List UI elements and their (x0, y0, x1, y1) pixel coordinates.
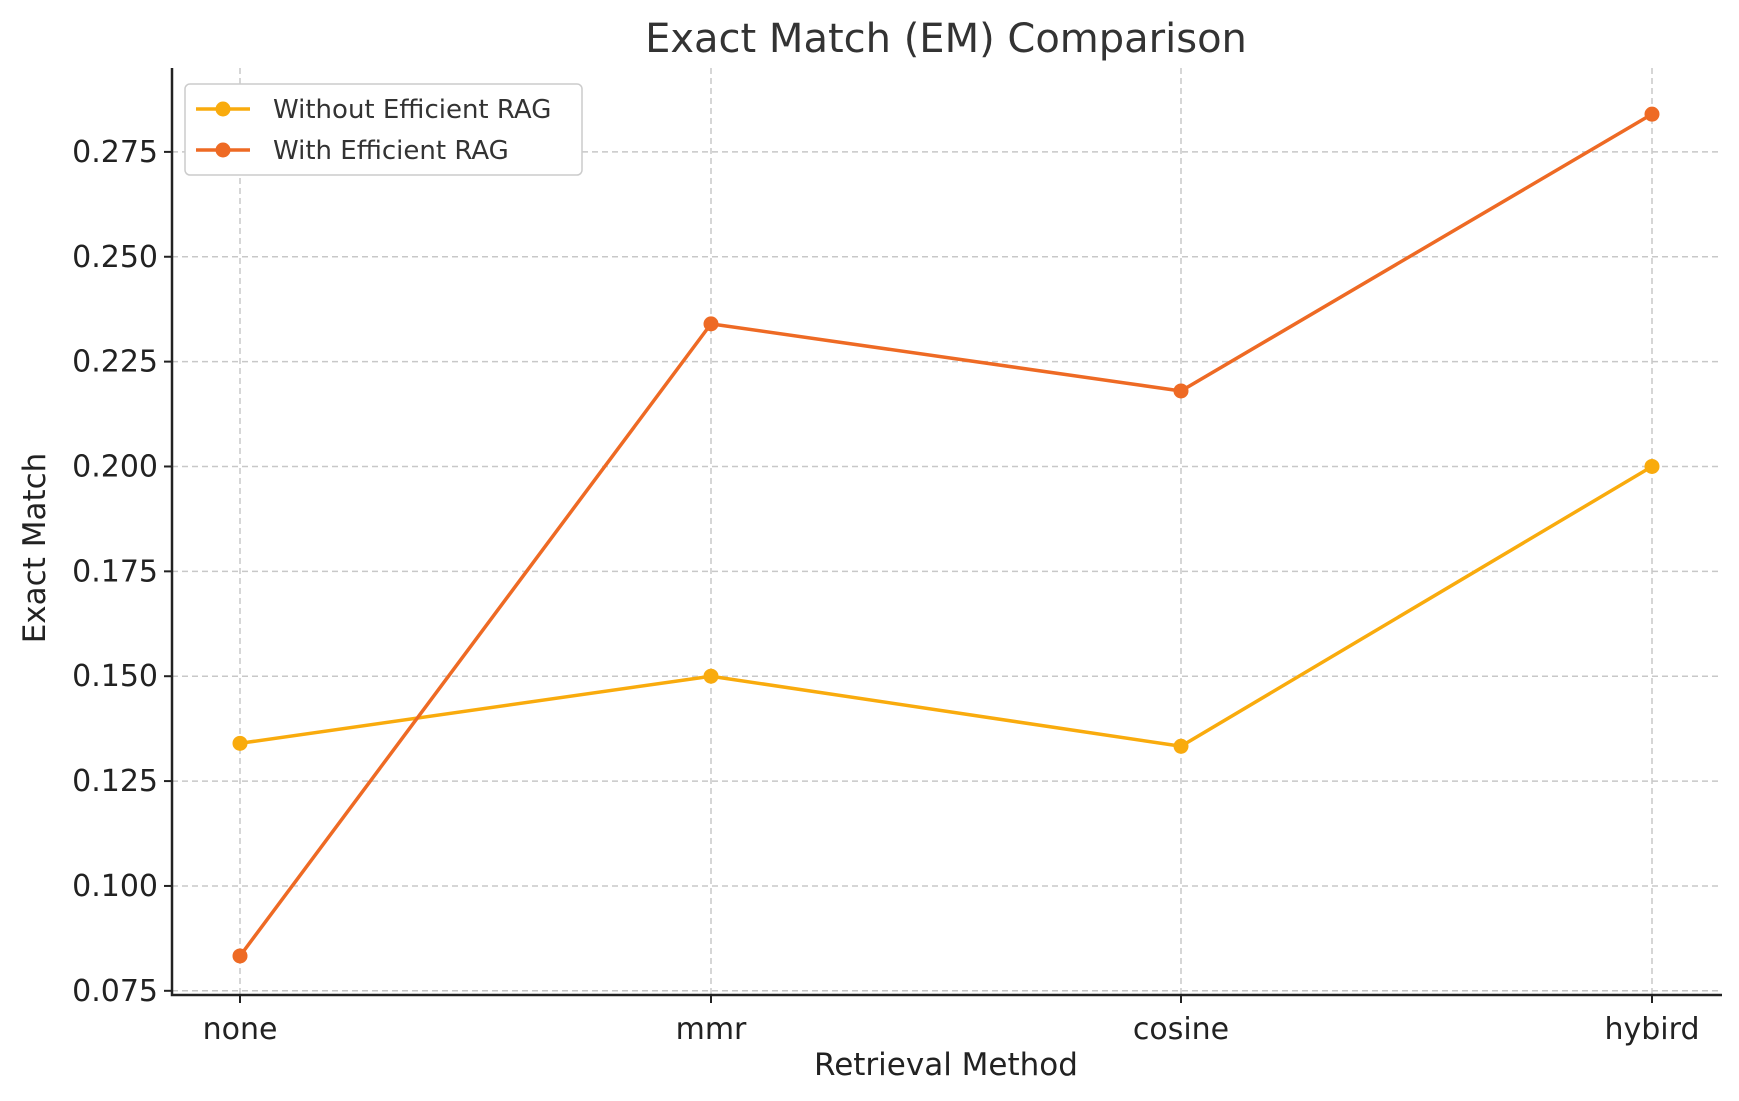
x-tick-label: cosine (1133, 1012, 1229, 1047)
data-point (1173, 738, 1189, 754)
x-tick-label: hybird (1605, 1012, 1700, 1047)
legend-marker (215, 101, 231, 117)
y-tick-label: 0.275 (72, 135, 158, 170)
chart-title: Exact Match (EM) Comparison (645, 16, 1247, 62)
data-point (1644, 458, 1660, 474)
x-axis-label: Retrieval Method (814, 1047, 1078, 1083)
data-point (232, 735, 248, 751)
data-point (232, 948, 248, 964)
axis-spines (170, 68, 1722, 997)
y-tick-label: 0.250 (72, 240, 158, 275)
y-tick-label: 0.100 (72, 869, 158, 904)
y-axis-label: Exact Match (17, 453, 53, 644)
series-line (238, 112, 1653, 958)
grid (172, 68, 1722, 995)
y-tick-label: 0.150 (72, 659, 158, 694)
y-tick-label: 0.075 (72, 974, 158, 1009)
x-tick-label: mmr (676, 1012, 747, 1047)
y-tick-label: 0.200 (72, 449, 158, 484)
data-point (703, 316, 719, 332)
series-lines (232, 106, 1660, 964)
legend-box (184, 83, 583, 176)
legend: Without Efficient RAG With Efficient RAG (184, 83, 583, 176)
legend-label: Without Efficient RAG (273, 95, 551, 125)
data-point (1173, 383, 1189, 399)
y-tick-label: 0.175 (72, 554, 158, 589)
y-tick-label: 0.225 (72, 345, 158, 380)
legend-marker (215, 142, 231, 158)
y-tick-label: 0.125 (72, 764, 158, 799)
x-tick-label: none (203, 1012, 278, 1047)
series-line (239, 464, 1653, 749)
legend-label: With Efficient RAG (273, 136, 509, 166)
data-point (703, 668, 719, 684)
axes: none mmr cosine hybird 0.075 0.100 0.125 0.150 0… (72, 68, 1722, 1047)
data-point (1644, 106, 1660, 122)
